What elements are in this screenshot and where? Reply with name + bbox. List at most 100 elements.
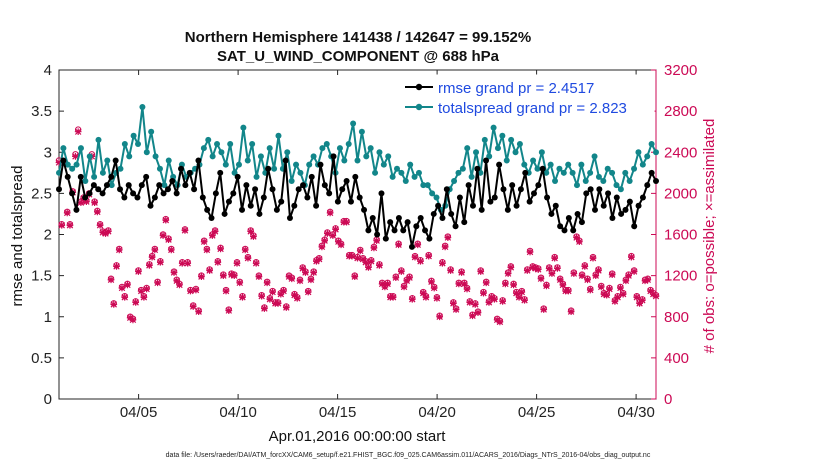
point-rmse — [461, 219, 468, 226]
point-totalspread — [609, 169, 616, 176]
point-rmse — [169, 178, 176, 185]
obs-assimilated-marker — [351, 273, 359, 281]
obs-assimilated-marker — [608, 271, 616, 278]
point-totalspread — [271, 165, 278, 172]
point-rmse — [361, 206, 368, 213]
legend-box — [398, 74, 655, 118]
point-rmse — [356, 194, 363, 201]
point-rmse — [321, 182, 328, 189]
obs-assimilated-marker — [619, 290, 627, 298]
point-rmse — [199, 194, 206, 201]
point-rmse — [605, 190, 612, 197]
point-totalspread — [538, 149, 545, 156]
obs-assimilated-marker — [452, 306, 460, 313]
point-rmse — [300, 182, 307, 189]
point-rmse — [443, 186, 450, 193]
point-totalspread — [455, 169, 462, 176]
point-totalspread — [336, 145, 343, 152]
obs-assimilated-marker — [148, 253, 156, 261]
obs-assimilated-marker — [507, 264, 515, 271]
obs-assimilated-marker — [274, 300, 282, 307]
point-totalspread — [209, 153, 216, 160]
point-totalspread — [73, 161, 80, 168]
point-totalspread — [319, 145, 326, 152]
legend: rmse grand pr = 2.4517 totalspread grand… — [398, 74, 655, 118]
obs-assimilated-marker — [611, 297, 619, 305]
obs-assimilated-marker — [543, 282, 550, 290]
point-totalspread — [135, 141, 142, 148]
point-rmse — [239, 206, 246, 213]
point-rmse — [561, 227, 568, 234]
obs-assimilated-marker — [318, 243, 326, 251]
obs-assimilated-marker — [99, 229, 107, 236]
left-tick-label: 2.5 — [31, 185, 52, 202]
obs-assimilated-marker — [173, 277, 181, 285]
point-rmse — [121, 194, 128, 201]
obs-assimilated-marker — [532, 265, 539, 272]
point-rmse — [134, 194, 141, 201]
obs-assimilated-marker — [356, 247, 364, 255]
obs-assimilated-marker — [302, 269, 309, 276]
point-rmse — [82, 194, 89, 201]
point-totalspread — [376, 149, 383, 156]
point-rmse — [130, 190, 137, 197]
point-rmse — [591, 206, 598, 213]
point-totalspread — [481, 136, 488, 143]
obs-assimilated-marker — [370, 244, 378, 252]
point-rmse — [330, 153, 337, 160]
right-tick-label: 2400 — [664, 144, 697, 161]
obs-assimilated-marker — [58, 221, 66, 229]
obs-assimilated-marker — [636, 300, 643, 307]
obs-assimilated-marker — [617, 284, 624, 292]
obs-assimilated-marker — [170, 269, 178, 276]
point-rmse — [178, 165, 185, 172]
obs-assimilated-marker — [499, 297, 507, 305]
point-totalspread — [394, 165, 401, 172]
chart-title-line1: Northern Hemisphere 141438 / 142647 = 99… — [185, 29, 531, 46]
obs-assimilated-marker — [304, 288, 312, 296]
obs-assimilated-marker — [652, 292, 660, 300]
point-totalspread — [165, 157, 172, 164]
obs-assimilated-marker — [365, 264, 372, 271]
obs-assimilated-marker — [236, 279, 244, 287]
obs-assimilated-marker — [156, 258, 164, 266]
point-rmse — [644, 182, 651, 189]
point-totalspread — [293, 161, 300, 168]
obs-assimilated-marker — [578, 272, 586, 279]
obs-assimilated-marker — [414, 241, 422, 249]
point-rmse — [565, 215, 572, 222]
obs-assimilated-marker — [195, 308, 203, 315]
obs-assimilated-marker — [441, 243, 449, 251]
point-rmse — [426, 235, 433, 242]
left-tick-label: 1 — [44, 309, 52, 326]
obs-assimilated-marker — [518, 288, 526, 296]
x-tick-label: 04/25 — [518, 404, 556, 421]
obs-assimilated-marker — [455, 280, 463, 288]
obs-assimilated-marker — [600, 290, 608, 298]
point-totalspread — [139, 104, 146, 111]
point-rmse — [474, 165, 481, 172]
point-rmse — [103, 182, 110, 189]
point-rmse — [483, 157, 490, 164]
point-rmse — [456, 194, 463, 201]
obs-assimilated-marker — [343, 218, 350, 226]
point-rmse — [530, 190, 537, 197]
point-totalspread — [249, 141, 256, 148]
obs-assimilated-marker — [225, 307, 233, 314]
point-rmse — [417, 215, 424, 222]
x-axis: 04/05 04/10 04/15 04/20 04/25 04/30 — [120, 70, 655, 421]
obs-assimilated-marker — [554, 265, 561, 272]
point-totalspread — [512, 149, 519, 156]
point-totalspread — [257, 153, 264, 160]
obs-assimilated-marker — [474, 309, 482, 316]
obs-assimilated-marker — [206, 267, 213, 274]
obs-assimilated-marker — [638, 296, 646, 304]
obs-assimilated-marker — [332, 225, 339, 233]
point-totalspread — [402, 178, 409, 185]
obs-assimilated-marker — [192, 286, 200, 294]
point-totalspread — [82, 178, 89, 185]
obs-assimilated-marker — [178, 259, 186, 267]
point-totalspread — [591, 153, 598, 160]
point-totalspread — [345, 141, 352, 148]
x-tick-label: 04/05 — [120, 404, 158, 421]
